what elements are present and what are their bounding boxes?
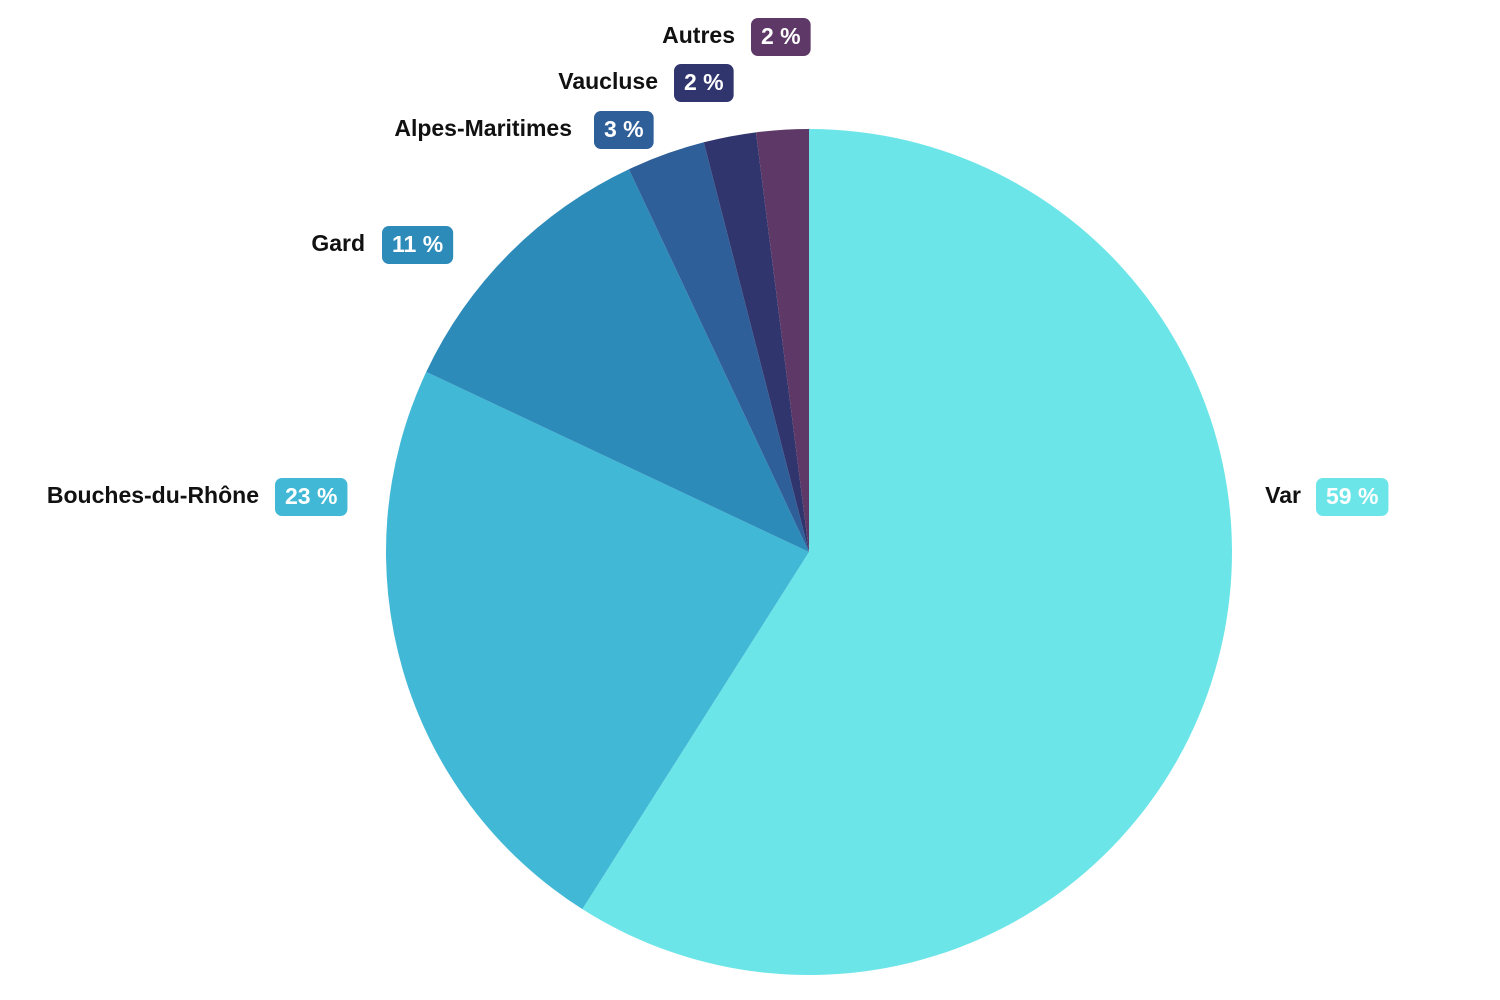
value-label: 11 % [392,231,443,257]
value-badge [382,226,454,264]
slice-label: Alpes-Maritimes [394,115,572,141]
pie-slice [628,142,809,553]
slice-label: Gard [311,230,365,256]
value-badge [751,18,811,56]
value-label: 2 % [684,69,724,95]
slice-label: Autres [662,22,735,48]
value-label: 59 % [1326,483,1378,509]
slice-label: Var [1265,482,1301,508]
pie-slice [703,132,809,552]
slice-label: Bouches-du-Rhône [47,482,259,508]
slice-label: Vaucluse [558,68,658,94]
value-badge [275,478,348,516]
value-badge [674,64,734,102]
value-label: 2 % [761,23,801,49]
pie-slice [426,169,809,552]
pie-slice [582,129,1232,975]
pie-slice [385,371,809,910]
value-label: 3 % [604,116,644,142]
value-label: 23 % [285,483,337,509]
value-badge [594,111,654,149]
value-badge [1316,478,1389,516]
pie-slice [755,129,809,552]
